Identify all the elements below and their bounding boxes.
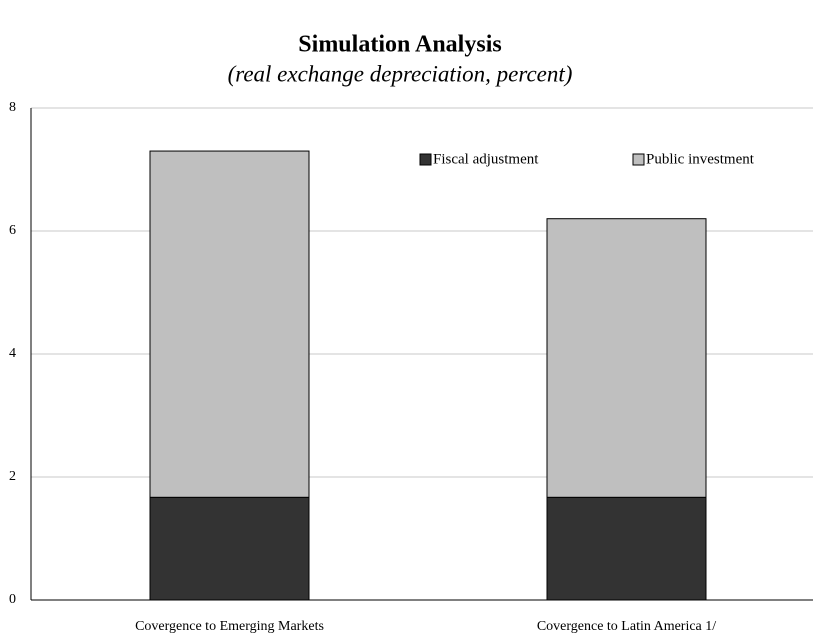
- bar-segment: [546, 218, 707, 498]
- x-tick-label: Covergence to Emerging Markets: [135, 619, 324, 634]
- legend-label: Fiscal adjustment: [433, 151, 539, 167]
- y-tick-label: 8: [9, 100, 16, 115]
- y-tick-label: 2: [9, 469, 16, 484]
- legend-swatch: [632, 153, 645, 166]
- legend-label: Public investment: [646, 151, 755, 167]
- y-tick-label: 0: [9, 592, 16, 607]
- bar-segment: [149, 496, 310, 601]
- y-tick-label: 4: [9, 346, 16, 361]
- x-tick-label: Covergence to Latin America 1/: [537, 619, 716, 634]
- chart-title: Simulation Analysis: [298, 32, 501, 58]
- chart-subtitle: (real exchange depreciation, percent): [228, 61, 573, 86]
- y-tick-label: 6: [9, 223, 16, 238]
- bar-segment: [149, 150, 310, 498]
- bar-segment: [546, 496, 707, 601]
- legend-swatch: [419, 153, 432, 166]
